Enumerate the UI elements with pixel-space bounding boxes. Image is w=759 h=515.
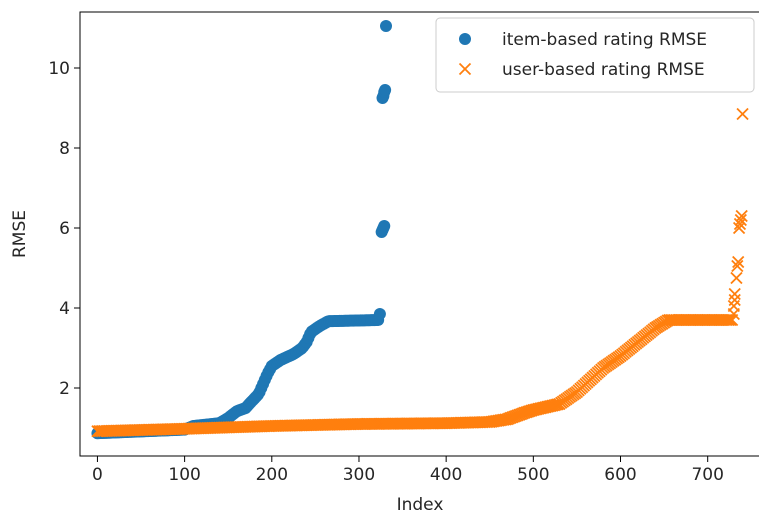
x-tick-label: 300 xyxy=(343,465,375,485)
data-point xyxy=(732,255,745,269)
legend-box xyxy=(435,17,755,93)
legend-marker-x xyxy=(458,62,472,76)
x-tick-label: 700 xyxy=(691,465,723,485)
y-tick-label: 6 xyxy=(59,219,70,239)
data-point xyxy=(380,20,392,32)
data-point xyxy=(731,259,744,273)
legend-label-item: item-based rating RMSE xyxy=(502,30,707,50)
data-point xyxy=(735,209,748,223)
data-point xyxy=(724,313,737,327)
y-tick-label: 8 xyxy=(59,139,70,159)
x-axis-label: Index xyxy=(397,495,444,515)
legend-marker-item xyxy=(459,33,471,45)
x-tick-label: 100 xyxy=(168,465,200,485)
data-point xyxy=(736,107,749,121)
legend-marker-user xyxy=(458,62,472,76)
data-point xyxy=(728,293,741,307)
series-user-based xyxy=(91,107,749,438)
series-item-based xyxy=(91,20,392,440)
legend-label-user: user-based rating RMSE xyxy=(502,60,705,80)
legend: item-based rating RMSE user-based rating… xyxy=(435,17,755,93)
data-point xyxy=(728,287,741,301)
x-tick-label: 400 xyxy=(430,465,462,485)
data-point xyxy=(734,213,747,227)
x-tick-label: 200 xyxy=(256,465,288,485)
plot-frame xyxy=(79,11,759,457)
y-tick-label: 4 xyxy=(59,299,70,319)
y-axis: 2 4 6 8 10 xyxy=(48,59,80,399)
data-point xyxy=(373,308,386,320)
x-tick-label: 600 xyxy=(604,465,636,485)
y-axis-label: RMSE xyxy=(10,210,30,258)
x-tick-label: 500 xyxy=(517,465,549,485)
data-point xyxy=(730,271,743,285)
x-tick-label: 0 xyxy=(92,465,103,485)
x-axis: 0 100 200 300 400 500 600 700 xyxy=(92,456,724,485)
data-point xyxy=(378,220,391,232)
data-point xyxy=(379,84,392,96)
y-tick-label: 10 xyxy=(48,59,70,79)
legend-marker-dot xyxy=(459,33,471,45)
y-tick-label: 2 xyxy=(59,379,70,399)
